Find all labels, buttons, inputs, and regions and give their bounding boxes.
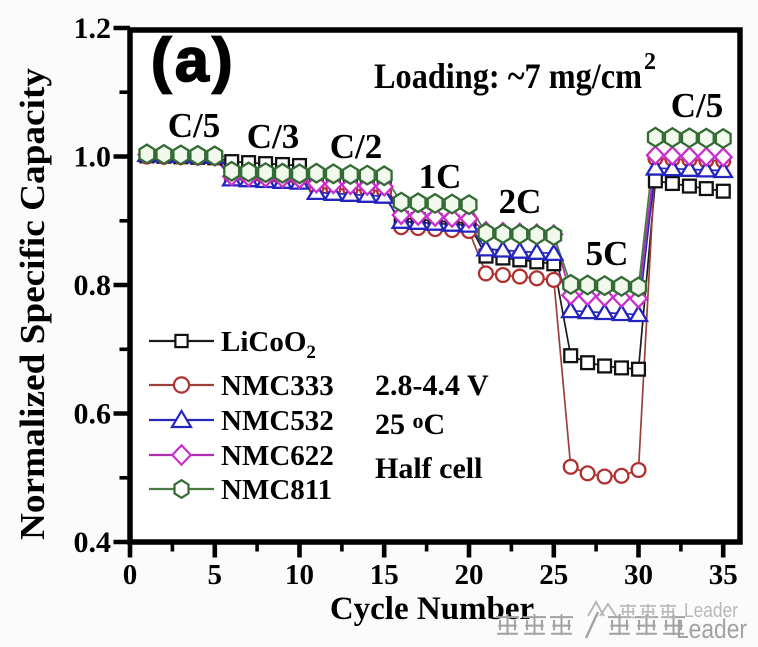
svg-text:25: 25 [539,559,568,591]
svg-text:10: 10 [285,559,314,591]
svg-text:2C: 2C [499,182,542,221]
svg-text:2: 2 [644,49,656,75]
svg-text:30: 30 [624,559,653,591]
svg-text:25 oC: 25 oC [375,408,445,441]
svg-text:C/5: C/5 [168,106,221,145]
svg-text:C/3: C/3 [247,117,300,156]
svg-text:1C: 1C [419,157,462,196]
svg-text:1.0: 1.0 [74,141,112,174]
svg-text:(a): (a) [151,26,236,94]
svg-text:20: 20 [455,559,484,591]
svg-text:LiCoO2: LiCoO2 [221,326,316,363]
svg-text:1.2: 1.2 [74,12,112,45]
svg-text:2.8-4.4 V: 2.8-4.4 V [375,369,489,402]
svg-text:5: 5 [208,559,223,591]
svg-text:Loading: ~7 mg/cm: Loading: ~7 mg/cm [374,56,642,96]
svg-text:NMC333: NMC333 [221,370,334,402]
svg-text:15: 15 [370,559,399,591]
svg-text:C/2: C/2 [330,127,383,166]
svg-text:Half cell: Half cell [375,452,482,485]
svg-text:Cycle Number: Cycle Number [330,591,534,627]
svg-text:0: 0 [123,559,138,591]
svg-text:C/5: C/5 [671,86,724,125]
svg-text:0.6: 0.6 [74,398,112,431]
svg-text:0.8: 0.8 [74,269,112,302]
svg-text:NMC811: NMC811 [221,474,332,506]
svg-text:NMC622: NMC622 [221,440,334,472]
svg-text:35: 35 [709,559,738,591]
svg-text:5C: 5C [586,234,629,273]
svg-text:Leader: Leader [684,600,738,622]
svg-text:Leader: Leader [676,614,747,644]
svg-text:Normalized Specific Capacity: Normalized Specific Capacity [13,67,52,540]
svg-text:NMC532: NMC532 [221,405,334,437]
svg-text:0.4: 0.4 [74,526,112,559]
